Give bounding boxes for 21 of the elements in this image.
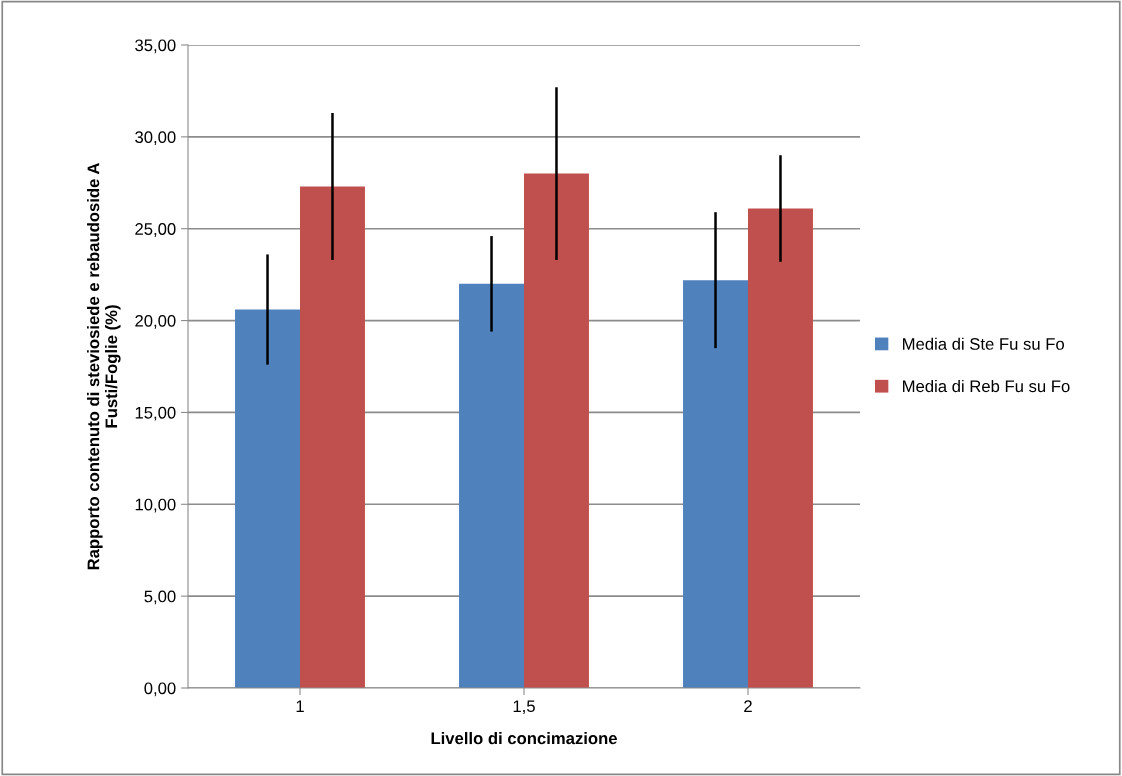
y-tick-label: 25,00 <box>135 223 176 237</box>
y-tick-label: 20,00 <box>135 314 176 329</box>
bar <box>300 186 365 688</box>
bar <box>235 309 300 688</box>
y-tick-label: 10,00 <box>135 498 176 513</box>
legend-label: Media di Reb Fu su Fo <box>903 379 1070 393</box>
x-tick-label: 1 <box>296 700 304 712</box>
y-axis-title: Rapporto contenuto di steviosiede e rebaudoside A Fusti/Foglie (%) <box>87 163 121 570</box>
y-tick-label: 15,00 <box>135 406 176 421</box>
y-tick-label: 35,00 <box>135 39 176 54</box>
bar <box>748 208 813 688</box>
bar <box>459 283 524 688</box>
x-tick-label: 1,5 <box>513 700 535 715</box>
x-tick-label: 2 <box>744 700 752 712</box>
bar <box>683 280 748 688</box>
y-tick-label: 5,00 <box>144 590 176 605</box>
y-tick-label: 0,00 <box>144 682 176 697</box>
x-axis-title: Livello di concimazione <box>431 732 617 745</box>
legend-label: Media di Ste Fu su Fo <box>903 337 1064 350</box>
bar <box>524 173 589 688</box>
y-tick-label: 30,00 <box>135 131 176 146</box>
